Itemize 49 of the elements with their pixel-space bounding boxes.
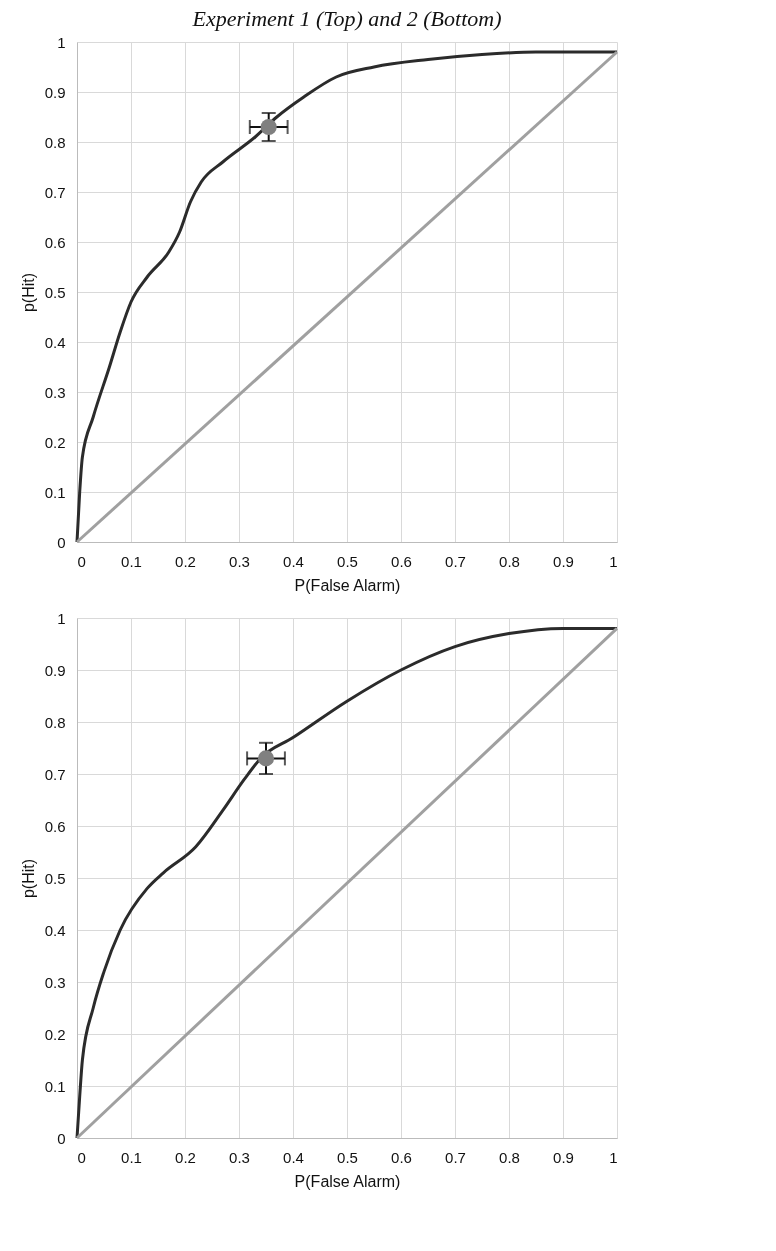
y-tick-label: 0.3 <box>44 973 66 991</box>
y-tick-label: 0.9 <box>44 661 66 679</box>
x-axis-title: P(False Alarm) <box>294 1172 401 1190</box>
y-tick-label: 0.4 <box>44 921 66 939</box>
y-tick-label: 0 <box>57 1129 66 1147</box>
x-tick-label: 0.7 <box>445 1148 466 1166</box>
y-tick-label: 0.1 <box>44 1077 66 1095</box>
x-tick-label: 1 <box>609 552 618 570</box>
x-tick-label: 0.7 <box>445 552 466 570</box>
x-tick-label: 0.8 <box>499 552 520 570</box>
y-tick-label: 0.6 <box>44 817 66 835</box>
y-tick-label: 0.6 <box>44 233 66 251</box>
y-tick-label: 0.8 <box>44 713 66 731</box>
y-tick-label: 1 <box>57 609 66 627</box>
y-tick-label: 0.2 <box>44 433 66 451</box>
y-tick-label: 0.4 <box>44 333 66 351</box>
x-tick-label: 0.5 <box>337 552 358 570</box>
x-tick-label: 0.9 <box>553 1148 574 1166</box>
x-tick-label: 0.2 <box>175 1148 196 1166</box>
y-tick-label: 0.7 <box>44 183 66 201</box>
x-tick-label: 0 <box>77 552 86 570</box>
x-tick-label: 0.4 <box>283 552 304 570</box>
x-tick-label: 0.6 <box>391 1148 412 1166</box>
x-tick-label: 1 <box>609 1148 618 1166</box>
y-tick-label: 0.3 <box>44 383 66 401</box>
y-tick-label: 0.1 <box>44 483 66 501</box>
y-tick-label: 0.9 <box>44 83 66 101</box>
x-axis-title: P(False Alarm) <box>294 576 401 594</box>
x-tick-label: 0.5 <box>337 1148 358 1166</box>
y-tick-label: 0.5 <box>44 283 66 301</box>
x-tick-label: 0 <box>77 1148 86 1166</box>
x-tick-label: 0.6 <box>391 552 412 570</box>
y-axis-title: p(Hit) <box>19 858 37 899</box>
y-axis-title: p(Hit) <box>19 272 37 313</box>
x-tick-label: 0.1 <box>121 1148 142 1166</box>
x-tick-label: 0.9 <box>553 552 574 570</box>
x-tick-label: 0.4 <box>283 1148 304 1166</box>
x-tick-label: 0.3 <box>229 1148 250 1166</box>
x-tick-label: 0.1 <box>121 552 142 570</box>
x-tick-label: 0.2 <box>175 552 196 570</box>
y-tick-label: 1 <box>57 33 66 51</box>
chart-title: Experiment 1 (Top) and 2 (Bottom) <box>191 6 502 31</box>
y-tick-label: 0.7 <box>44 765 66 783</box>
x-tick-label: 0.8 <box>499 1148 520 1166</box>
y-tick-label: 0.8 <box>44 133 66 151</box>
y-tick-label: 0.5 <box>44 869 66 887</box>
x-tick-label: 0.3 <box>229 552 250 570</box>
y-tick-label: 0.2 <box>44 1025 66 1043</box>
y-tick-label: 0 <box>57 533 66 551</box>
